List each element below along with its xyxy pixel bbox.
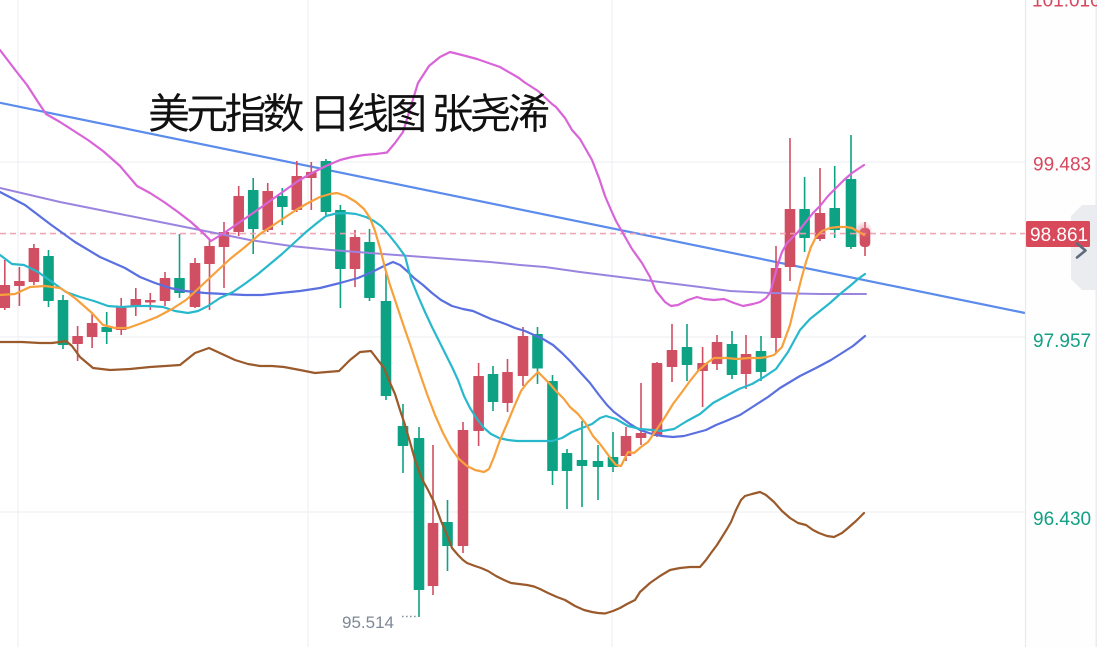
svg-text:99.483: 99.483 [1033, 155, 1091, 176]
svg-text:96.430: 96.430 [1033, 509, 1091, 530]
svg-text:95.514: 95.514 [342, 613, 394, 632]
svg-text:98.861: 98.861 [1030, 225, 1088, 246]
svg-text:97.957: 97.957 [1033, 331, 1091, 352]
svg-text:101.010: 101.010 [1032, 0, 1097, 12]
